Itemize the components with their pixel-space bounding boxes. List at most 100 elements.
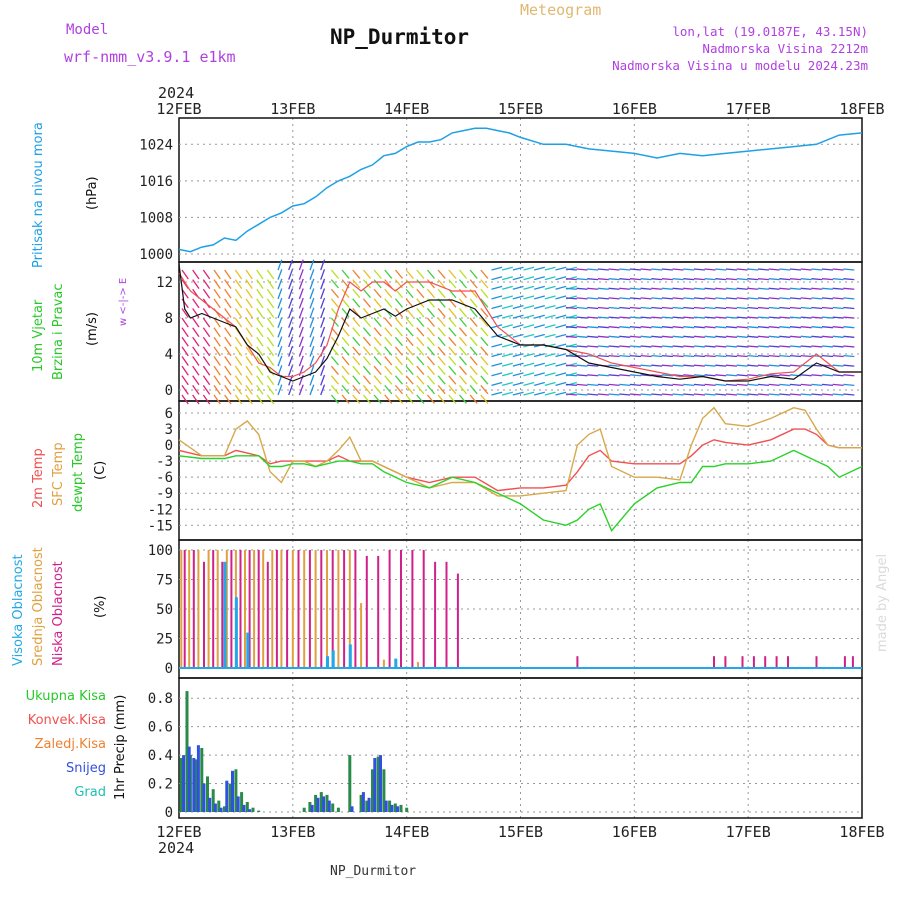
wind-barb: [437, 308, 446, 318]
wind-barb: [565, 326, 577, 329]
low-cloud-bar: [388, 550, 391, 668]
wind-barb: [373, 298, 382, 308]
wind-barb: [224, 298, 232, 309]
wind-label-2: Brzina i Pravac: [51, 283, 66, 380]
low-cloud-bar: [741, 656, 744, 668]
snow-bar: [361, 792, 365, 812]
wind-barb: [202, 317, 211, 328]
wind-barb: [597, 383, 609, 387]
wind-barb: [779, 287, 791, 290]
wind-barb: [800, 278, 812, 281]
wind-barb: [469, 298, 478, 308]
y-tick-label: 6: [165, 406, 173, 422]
wind-barb: [288, 355, 294, 367]
cloud-label-high: Visoka Oblacnost: [11, 554, 26, 666]
wind-barb: [704, 326, 716, 329]
wind-barb: [704, 316, 716, 319]
wind-barb: [437, 356, 446, 366]
wind-barb: [725, 383, 737, 387]
wind-barb: [843, 316, 855, 319]
mid-cloud-bar: [314, 550, 317, 668]
wind-barb: [330, 288, 339, 299]
wind-barb: [394, 356, 403, 366]
wind-barb: [661, 393, 673, 396]
wind-barb: [480, 298, 489, 308]
wind-barb: [832, 345, 844, 348]
wind-barb: [843, 268, 855, 271]
y-tick-label: 8: [165, 311, 173, 327]
wind-barb: [597, 326, 609, 329]
high-cloud-bar: [348, 644, 352, 668]
wind-barb: [704, 354, 716, 358]
wind-barb: [629, 335, 641, 338]
wind-barb: [288, 384, 294, 396]
wind-barb: [704, 268, 716, 271]
wind-barb: [779, 335, 791, 338]
x-tick-label-top: 17FEB: [726, 100, 771, 118]
wind-barb: [234, 375, 243, 386]
wind-barb: [288, 336, 294, 348]
wind-barb: [661, 316, 673, 319]
wind-barb: [832, 316, 844, 319]
wind-barb: [534, 333, 545, 338]
y-tick-label: 100: [148, 543, 173, 559]
wind-barb: [405, 288, 414, 299]
wind-barb: [256, 394, 264, 405]
wind-barb: [330, 317, 339, 327]
footer-title: NP_Durmitor: [330, 864, 416, 879]
wind-barb: [298, 269, 304, 280]
wind-barb: [480, 365, 489, 376]
mid-cloud-bar: [360, 603, 363, 668]
wind-barb: [491, 285, 503, 290]
wind-barb: [469, 356, 478, 366]
wind-barb: [619, 306, 631, 310]
wind-barb: [843, 364, 855, 367]
wind-barb: [341, 336, 350, 347]
wind-barb: [832, 268, 844, 271]
wind-barb: [629, 278, 641, 281]
wind-barb: [320, 317, 326, 328]
wind-barb: [480, 317, 489, 327]
wind-barb: [298, 317, 304, 328]
wind-barb: [491, 353, 503, 358]
wind-barb: [469, 317, 478, 327]
wind-barb: [704, 374, 716, 377]
lonlat-text: lon,lat (19.0187E, 43.15N): [672, 24, 868, 39]
wind-barb: [309, 317, 315, 328]
cloud-unit: (%): [93, 596, 108, 619]
wind-barb: [352, 346, 361, 356]
wind-barb: [224, 394, 232, 405]
wind-barb: [789, 354, 802, 358]
wind-barb: [245, 385, 253, 395]
wind-barb: [416, 279, 425, 289]
wind-barb: [405, 394, 414, 404]
wind-barb: [256, 327, 264, 338]
wind-barb: [725, 345, 737, 348]
wind-barb: [458, 365, 467, 376]
low-cloud-bar: [576, 656, 579, 668]
wind-barb: [800, 287, 812, 290]
wind-barb: [245, 365, 253, 376]
wind-barb: [534, 295, 545, 300]
wind-barb: [800, 374, 812, 377]
mid-cloud-bar: [225, 550, 228, 668]
wind-barb: [469, 269, 478, 279]
wind-barb: [534, 266, 545, 271]
x-tick-label-top: 14FEB: [384, 100, 429, 118]
wind-barb: [597, 354, 609, 358]
wind-barb: [330, 394, 339, 404]
wind-barb: [352, 279, 361, 289]
wind-barb: [725, 364, 737, 367]
wind-barb: [704, 345, 716, 348]
wind-barb: [757, 326, 770, 329]
wind-barb: [373, 317, 382, 327]
wind-barb: [597, 278, 609, 281]
wind-barb: [202, 346, 211, 357]
pressure-line: [178, 127, 863, 253]
wind-barb: [448, 365, 457, 376]
low-cloud-bar: [377, 555, 380, 668]
snow-bar: [322, 796, 326, 812]
wind-barb: [608, 287, 620, 290]
wind-barb: [565, 383, 577, 387]
wind-barb: [608, 306, 620, 310]
